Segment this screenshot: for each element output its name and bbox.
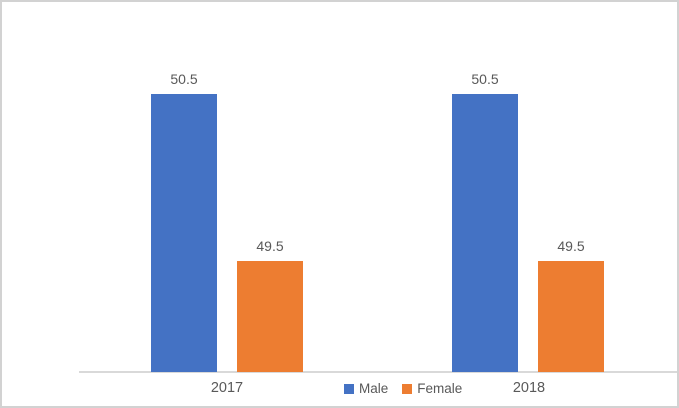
bar-group-2018-male: 50.5 [452,71,518,372]
bar-group-2017-male: 50.5 [151,71,217,372]
bar-group-2017-female: 49.5 [237,238,303,372]
category-label-2018: 2018 [512,380,546,396]
bar-group-2018-female: 49.5 [538,238,604,372]
bar-female-2017 [237,261,303,372]
legend-item-male: Male [344,381,388,396]
female-series-swatch-icon [402,383,413,394]
legend-item-female: Female [402,381,462,396]
bar-female-2018 [538,261,604,372]
data-label-male-2017: 50.5 [170,71,198,87]
bar-male-2018 [452,94,518,372]
category-label-2017: 2017 [210,380,244,396]
data-label-female-2017: 49.5 [256,238,284,254]
data-label-female-2018: 49.5 [557,238,585,254]
bar-male-2017 [151,94,217,372]
data-label-male-2018: 50.5 [471,71,499,87]
male-series-swatch-icon [344,383,354,394]
legend-label-female: Female [417,381,463,396]
x-axis-line [79,371,677,373]
legend: Male Female [344,381,462,396]
legend-label-male: Male [359,381,389,396]
